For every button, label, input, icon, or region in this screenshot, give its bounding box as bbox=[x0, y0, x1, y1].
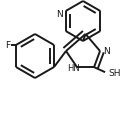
Text: HN: HN bbox=[67, 64, 79, 73]
Text: F: F bbox=[5, 41, 10, 50]
Text: SH: SH bbox=[108, 68, 120, 77]
Text: N: N bbox=[103, 46, 110, 55]
Text: N: N bbox=[56, 10, 63, 19]
